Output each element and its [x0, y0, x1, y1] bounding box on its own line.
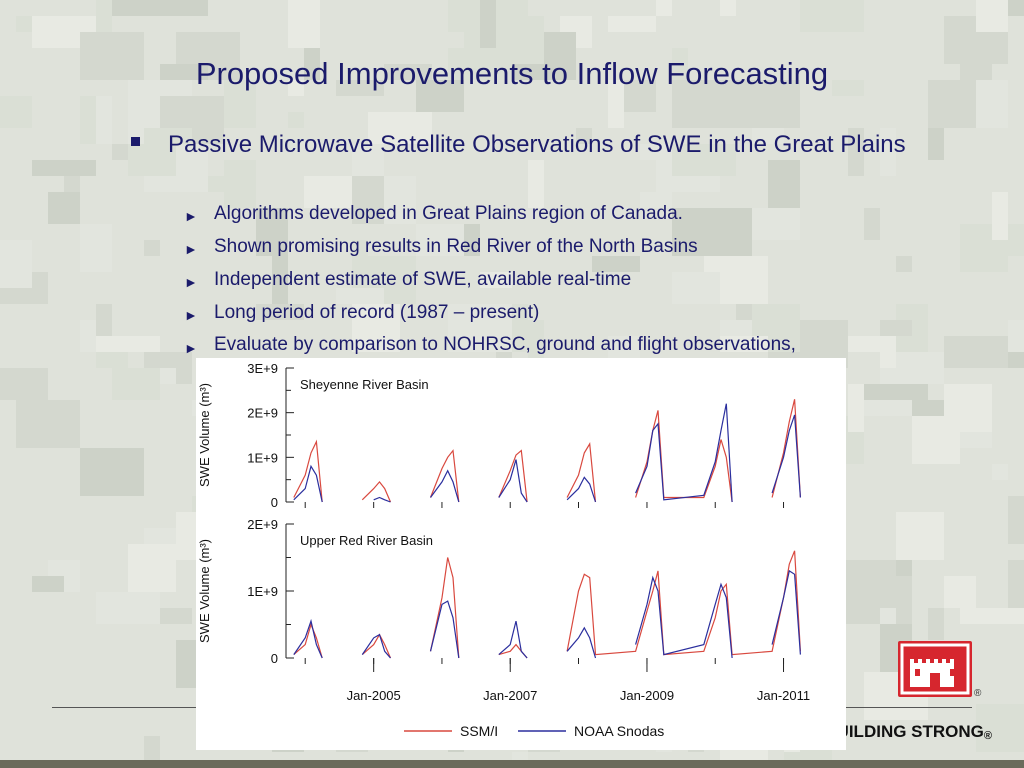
series-line-snodas — [498, 459, 528, 503]
panel-title: Upper Red River Basin — [300, 533, 433, 548]
legend-label: SSM/I — [460, 723, 498, 739]
series-line-snodas — [635, 575, 733, 659]
series-line-ssmi — [293, 622, 323, 659]
series-line-snodas — [635, 403, 733, 503]
y-tick-label: 2E+9 — [247, 517, 278, 532]
y-axis-label: SWE Volume (m³) — [197, 539, 212, 643]
series-line-ssmi — [566, 550, 801, 656]
y-axis-label: SWE Volume (m³) — [197, 383, 212, 487]
arrow-bullet-icon: ► — [184, 340, 198, 356]
chart-panel-1: 0 1E+9 2E+9 3E+9 SWE Volume (m³) Sheyenne Riv… — [197, 361, 801, 510]
y-tick-label: 1E+9 — [247, 450, 278, 465]
panel-title: Sheyenne River Basin — [300, 377, 429, 392]
series-line-ssmi — [635, 410, 733, 503]
series-line-snodas — [566, 626, 597, 659]
arrow-bullet-icon: ► — [184, 241, 198, 257]
motto-text: BUILDING STRONG — [846, 722, 984, 741]
series-line-ssmi — [361, 480, 392, 503]
series-line-snodas — [429, 600, 460, 659]
motto-container: BUILDING STRONG® — [846, 716, 992, 748]
arrow-bullet-icon: ► — [184, 208, 198, 224]
sub-bullet-5: Evaluate by comparison to NOHRSC, ground… — [214, 334, 796, 355]
swe-chart: 0 1E+9 2E+9 3E+9 SWE Volume (m³) Sheyenne Riv… — [197, 361, 810, 739]
series-line-snodas — [771, 414, 801, 498]
y-tick-label: 3E+9 — [247, 361, 278, 376]
sub-bullet-1: Algorithms developed in Great Plains reg… — [214, 203, 683, 224]
series-line-snodas — [373, 496, 391, 503]
legend-label: NOAA Snodas — [574, 723, 664, 739]
main-bullet-text: Passive Microwave Satellite Observations… — [168, 131, 906, 158]
y-tick-label: 1E+9 — [247, 584, 278, 599]
series-line-snodas — [430, 469, 460, 503]
sub-bullet-2: Shown promising results in Red River of … — [214, 236, 698, 257]
footer-band — [0, 760, 1024, 768]
series-line-snodas — [771, 569, 801, 655]
motto-registered-mark: ® — [983, 730, 992, 742]
slide-title: Proposed Improvements to Inflow Forecast… — [195, 56, 829, 91]
castle-icon — [900, 643, 970, 695]
bullet-square-icon — [131, 137, 140, 146]
series-line-ssmi — [429, 557, 460, 659]
series-line-snodas — [566, 476, 597, 503]
series-line-ssmi — [498, 449, 528, 503]
chart-panel-2: 0 1E+9 2E+9 SWE Volume (m³) Upper Red River … — [197, 517, 810, 703]
series-line-ssmi — [293, 439, 323, 503]
sub-bullet-3: Independent estimate of SWE, available r… — [214, 269, 632, 290]
series-line-snodas — [361, 633, 391, 659]
arrow-bullet-icon: ► — [184, 274, 198, 290]
x-tick-label: Jan-2009 — [620, 688, 674, 703]
x-tick-label: Jan-2011 — [757, 688, 810, 703]
x-tick-label: Jan-2007 — [483, 688, 537, 703]
series-line-ssmi — [771, 399, 801, 498]
arrow-bullet-icon: ► — [184, 307, 198, 323]
y-tick-label: 0 — [271, 495, 278, 510]
series-line-snodas — [293, 464, 323, 503]
series-line-snodas — [498, 620, 528, 659]
y-tick-label: 0 — [271, 651, 278, 666]
chart-panel: 0 1E+9 2E+9 3E+9 SWE Volume (m³) Sheyenne Riv… — [196, 358, 846, 750]
logo-registered-mark: ® — [974, 688, 982, 699]
series-line-snodas — [293, 618, 323, 659]
castle-logo — [898, 641, 972, 697]
x-tick-label: Jan-2005 — [347, 688, 401, 703]
sub-bullet-4: Long period of record (1987 – present) — [214, 302, 540, 323]
series-line-ssmi — [566, 442, 597, 503]
y-tick-label: 2E+9 — [247, 406, 278, 421]
series-line-ssmi — [429, 449, 460, 503]
series-line-ssmi — [361, 633, 392, 659]
chart-legend: SSM/I NOAA Snodas — [404, 723, 664, 739]
